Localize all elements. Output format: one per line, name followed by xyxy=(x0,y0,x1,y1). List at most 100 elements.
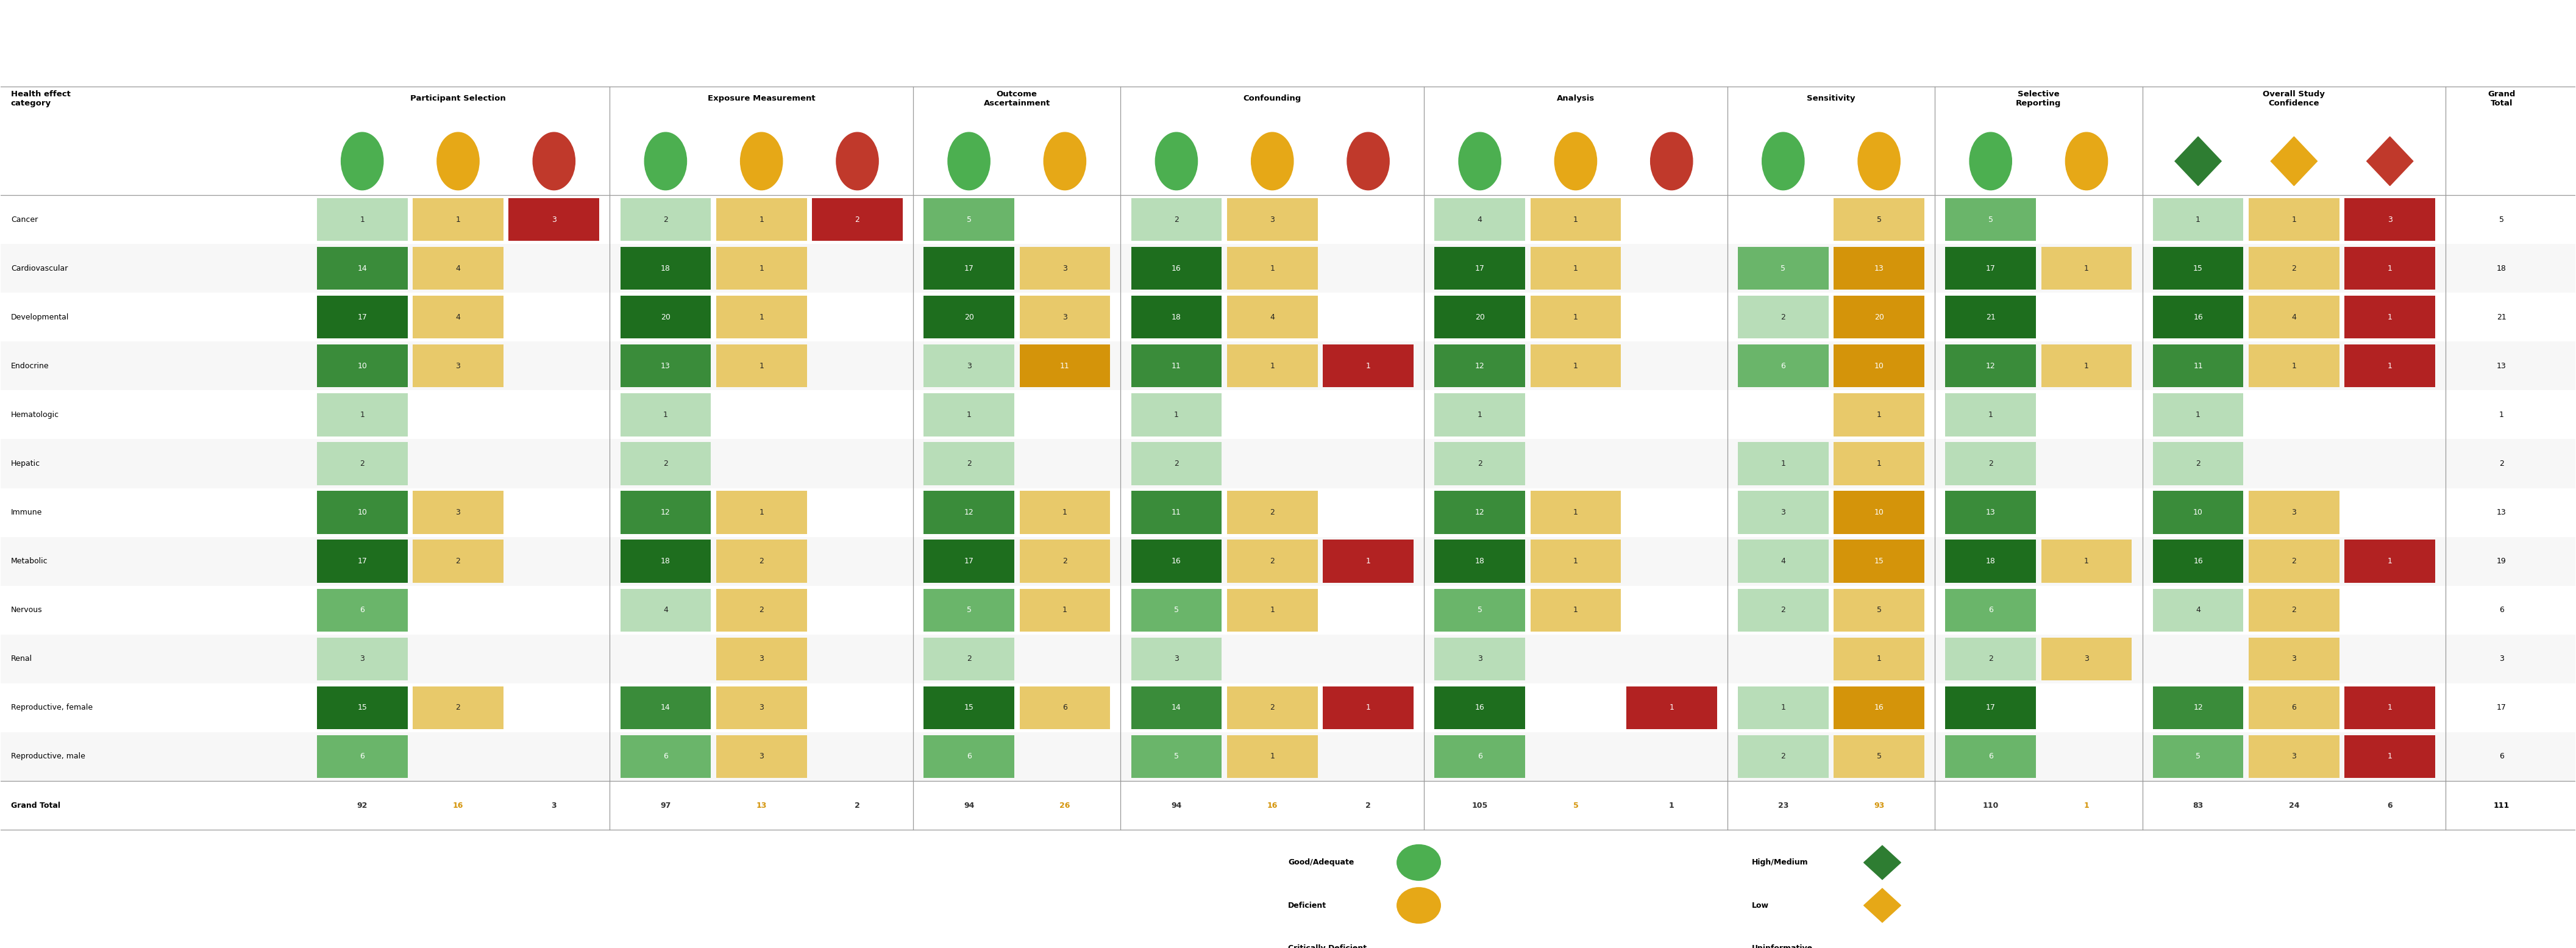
Text: Reproductive, female: Reproductive, female xyxy=(10,703,93,712)
FancyBboxPatch shape xyxy=(1435,589,1525,631)
Text: 15: 15 xyxy=(358,703,366,712)
FancyBboxPatch shape xyxy=(1834,393,1924,436)
Text: 20: 20 xyxy=(963,313,974,321)
Polygon shape xyxy=(1865,846,1901,880)
FancyBboxPatch shape xyxy=(2154,589,2244,631)
Polygon shape xyxy=(2174,137,2221,186)
Text: 1: 1 xyxy=(2388,362,2393,370)
Text: 17: 17 xyxy=(963,264,974,272)
FancyBboxPatch shape xyxy=(1435,393,1525,436)
FancyBboxPatch shape xyxy=(1020,589,1110,631)
FancyBboxPatch shape xyxy=(1739,686,1829,729)
Text: 2: 2 xyxy=(1175,460,1180,467)
FancyBboxPatch shape xyxy=(1945,491,2035,534)
FancyBboxPatch shape xyxy=(2040,344,2133,388)
Text: 1: 1 xyxy=(1669,801,1674,810)
FancyBboxPatch shape xyxy=(716,491,806,534)
FancyBboxPatch shape xyxy=(317,246,407,290)
Text: 18: 18 xyxy=(659,557,670,565)
Text: 11: 11 xyxy=(1061,362,1069,370)
FancyBboxPatch shape xyxy=(2249,637,2339,681)
Text: 2: 2 xyxy=(662,460,667,467)
Text: 18: 18 xyxy=(1986,557,1996,565)
FancyBboxPatch shape xyxy=(1739,442,1829,485)
FancyBboxPatch shape xyxy=(1324,539,1414,583)
Text: 6: 6 xyxy=(361,606,366,614)
Text: 1: 1 xyxy=(456,215,461,224)
FancyBboxPatch shape xyxy=(412,198,502,241)
Text: 2: 2 xyxy=(760,557,765,565)
FancyBboxPatch shape xyxy=(1945,246,2035,290)
Text: 3: 3 xyxy=(551,801,556,810)
Ellipse shape xyxy=(644,133,688,190)
Ellipse shape xyxy=(1458,133,1502,190)
Text: 1: 1 xyxy=(1270,753,1275,760)
Text: 17: 17 xyxy=(1986,703,1996,712)
Text: 3: 3 xyxy=(1780,508,1785,517)
Text: Cardiovascular: Cardiovascular xyxy=(10,264,67,272)
Text: 2: 2 xyxy=(966,655,971,663)
FancyBboxPatch shape xyxy=(1226,198,1319,241)
Text: Endocrine: Endocrine xyxy=(10,362,49,370)
Text: 5: 5 xyxy=(2499,215,2504,224)
FancyBboxPatch shape xyxy=(1226,344,1319,388)
FancyBboxPatch shape xyxy=(317,393,407,436)
Text: 1: 1 xyxy=(1574,557,1579,565)
Text: 6: 6 xyxy=(966,753,971,760)
FancyBboxPatch shape xyxy=(0,732,2576,781)
Text: 20: 20 xyxy=(659,313,670,321)
FancyBboxPatch shape xyxy=(716,637,806,681)
Text: 12: 12 xyxy=(1986,362,1996,370)
Text: 92: 92 xyxy=(358,801,368,810)
Text: 3: 3 xyxy=(966,362,971,370)
FancyBboxPatch shape xyxy=(1324,686,1414,729)
Text: 12: 12 xyxy=(1476,508,1484,517)
FancyBboxPatch shape xyxy=(1020,296,1110,338)
FancyBboxPatch shape xyxy=(1945,344,2035,388)
Text: 10: 10 xyxy=(2192,508,2202,517)
Text: 1: 1 xyxy=(361,410,366,419)
Text: 18: 18 xyxy=(2496,264,2506,272)
Text: 1: 1 xyxy=(1989,410,1994,419)
FancyBboxPatch shape xyxy=(2154,246,2244,290)
Text: 5: 5 xyxy=(1479,606,1481,614)
Text: 97: 97 xyxy=(659,801,670,810)
FancyBboxPatch shape xyxy=(2344,246,2434,290)
FancyBboxPatch shape xyxy=(1435,539,1525,583)
Text: 3: 3 xyxy=(760,655,765,663)
FancyBboxPatch shape xyxy=(621,198,711,241)
FancyBboxPatch shape xyxy=(925,296,1015,338)
FancyBboxPatch shape xyxy=(1131,735,1221,778)
Text: Confounding: Confounding xyxy=(1244,95,1301,102)
FancyBboxPatch shape xyxy=(1226,491,1319,534)
Text: 5: 5 xyxy=(1780,264,1785,272)
FancyBboxPatch shape xyxy=(1020,686,1110,729)
Text: 5: 5 xyxy=(1875,215,1880,224)
FancyBboxPatch shape xyxy=(412,491,502,534)
Text: 1: 1 xyxy=(1574,313,1579,321)
FancyBboxPatch shape xyxy=(2344,198,2434,241)
FancyBboxPatch shape xyxy=(1739,491,1829,534)
Text: Grand
Total: Grand Total xyxy=(2488,90,2514,107)
Text: 19: 19 xyxy=(2496,557,2506,565)
Text: Exposure Measurement: Exposure Measurement xyxy=(708,95,814,102)
Text: 1: 1 xyxy=(1270,606,1275,614)
Text: 1: 1 xyxy=(2388,753,2393,760)
FancyBboxPatch shape xyxy=(2344,296,2434,338)
Text: 4: 4 xyxy=(456,313,461,321)
FancyBboxPatch shape xyxy=(1435,491,1525,534)
Text: 3: 3 xyxy=(1479,655,1481,663)
Text: 1: 1 xyxy=(1878,460,1880,467)
FancyBboxPatch shape xyxy=(2249,735,2339,778)
Text: 1: 1 xyxy=(1878,655,1880,663)
Text: 4: 4 xyxy=(1780,557,1785,565)
FancyBboxPatch shape xyxy=(925,491,1015,534)
FancyBboxPatch shape xyxy=(0,439,2576,488)
Text: 3: 3 xyxy=(1270,215,1275,224)
FancyBboxPatch shape xyxy=(1226,735,1319,778)
FancyBboxPatch shape xyxy=(1530,344,1620,388)
Text: 94: 94 xyxy=(963,801,974,810)
FancyBboxPatch shape xyxy=(1945,735,2035,778)
Text: 13: 13 xyxy=(2496,362,2506,370)
FancyBboxPatch shape xyxy=(716,344,806,388)
